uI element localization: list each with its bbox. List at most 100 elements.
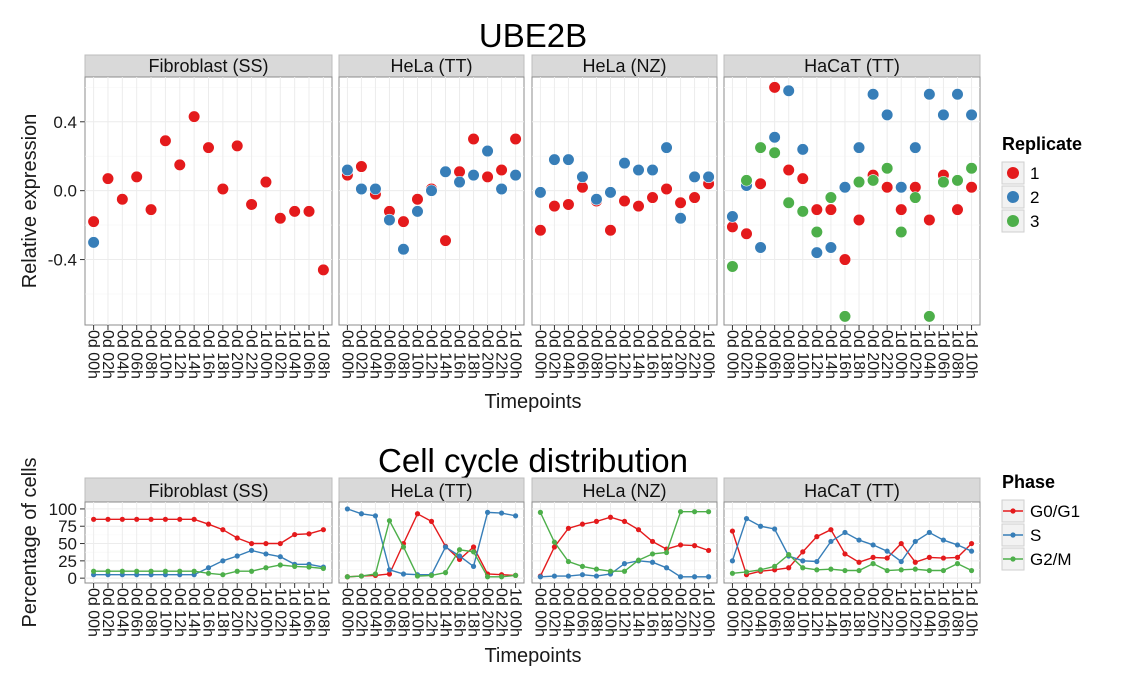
x-tick-label: 0d 14h	[822, 330, 839, 379]
data-point	[663, 565, 670, 571]
data-point	[772, 563, 778, 569]
data-point	[162, 516, 169, 522]
data-point	[768, 146, 781, 159]
data-point	[411, 193, 424, 206]
legend: Replicate 1 2 3	[1001, 134, 1082, 233]
data-point	[884, 548, 890, 554]
data-point	[263, 565, 269, 571]
data-point	[202, 141, 215, 154]
x-tick-label: 0d 04h	[752, 330, 769, 379]
data-point	[604, 224, 617, 237]
data-point	[810, 246, 823, 259]
data-point	[856, 567, 862, 574]
data-point	[881, 181, 894, 194]
x-tick-label: 0d 22h	[243, 330, 260, 379]
data-point	[754, 241, 767, 254]
data-point	[726, 210, 739, 223]
x-tick-label: 0d 16h	[200, 330, 217, 379]
data-point	[660, 141, 673, 154]
data-point	[782, 84, 795, 97]
x-tick-label: 0d 18h	[214, 330, 231, 379]
data-point	[470, 563, 477, 569]
data-point	[341, 163, 354, 177]
data-point	[593, 573, 600, 579]
data-point	[688, 191, 701, 204]
x-tick-label: 0d 02h	[738, 588, 755, 637]
x-tick-label: 1d 06h	[934, 588, 951, 637]
facet-strip-label: Fibroblast (SS)	[148, 56, 268, 76]
x-tick-label: 0d 06h	[766, 588, 783, 637]
data-point	[344, 574, 351, 580]
x-tick-label: 0d 12h	[808, 588, 825, 637]
data-point	[231, 139, 244, 152]
legend-label: S	[1030, 526, 1041, 545]
data-point	[548, 200, 561, 213]
data-point	[302, 205, 316, 218]
x-tick-label: 0d 14h	[630, 330, 647, 379]
data-point	[828, 566, 834, 572]
data-point	[537, 509, 544, 515]
data-point	[579, 572, 586, 578]
x-tick-label: 0d 06h	[380, 330, 397, 379]
data-point	[562, 198, 575, 211]
data-point	[400, 571, 407, 577]
data-point	[565, 525, 572, 531]
facet-strip-label: Fibroblast (SS)	[148, 481, 268, 501]
x-tick-label: 0d 00h	[338, 588, 355, 637]
data-point	[87, 215, 100, 228]
legend-label: G0/G1	[1030, 502, 1080, 521]
chart-title: UBE2B	[479, 17, 587, 54]
data-point	[898, 567, 904, 573]
y-tick-label: 0	[68, 569, 77, 588]
data-point	[688, 170, 701, 183]
data-point	[621, 518, 628, 524]
data-point	[177, 568, 183, 574]
data-point	[895, 225, 908, 239]
data-point	[144, 203, 158, 216]
x-tick-label: 1d 02h	[906, 588, 923, 637]
x-tick-label: 1d 04h	[286, 330, 303, 379]
x-tick-label: 0d 12h	[171, 330, 188, 379]
x-tick-label: 0d 18h	[850, 330, 867, 379]
data-point	[248, 568, 255, 574]
x-tick-label: 0d 00h	[338, 330, 355, 379]
data-point	[842, 567, 848, 574]
data-point	[649, 551, 656, 557]
data-point	[607, 514, 614, 520]
data-point	[810, 225, 823, 239]
x-tick-label: 0d 10h	[156, 330, 173, 379]
data-point	[259, 175, 273, 189]
data-point	[674, 196, 687, 209]
data-point	[576, 181, 589, 194]
x-tick-label: 0d 20h	[228, 330, 245, 379]
y-axis-label: Percentage of cells	[19, 457, 41, 627]
x-tick-label: 0d 10h	[601, 330, 618, 379]
data-point	[649, 559, 656, 565]
legend: Phase G0/G1 S G2/M	[1001, 472, 1080, 571]
data-point	[852, 213, 866, 227]
x-tick-label: 0d 10h	[156, 588, 173, 637]
data-point	[937, 108, 950, 121]
data-point	[782, 163, 795, 177]
x-tick-label: 0d 08h	[394, 588, 411, 637]
legend-marker	[1007, 191, 1019, 203]
x-tick-label: 0d 12h	[423, 588, 440, 637]
expression-chart: UBE2B Timepoints Relative expression -0.4 0.…	[19, 17, 1082, 413]
data-point	[579, 521, 586, 527]
data-point	[205, 565, 212, 571]
data-point	[386, 567, 393, 573]
y-tick-label: -0.4	[48, 251, 77, 270]
x-tick-label: 0d 14h	[630, 588, 647, 637]
x-tick-label: 0d 16h	[200, 588, 217, 637]
data-point	[263, 551, 269, 557]
data-point	[951, 88, 964, 101]
data-point	[234, 535, 240, 541]
legend-label: 3	[1030, 212, 1039, 231]
data-point	[884, 555, 890, 561]
data-point	[828, 538, 834, 545]
data-point	[898, 540, 904, 547]
data-point	[968, 540, 975, 547]
x-tick-label: 0d 00h	[85, 588, 102, 637]
data-point	[838, 253, 852, 266]
